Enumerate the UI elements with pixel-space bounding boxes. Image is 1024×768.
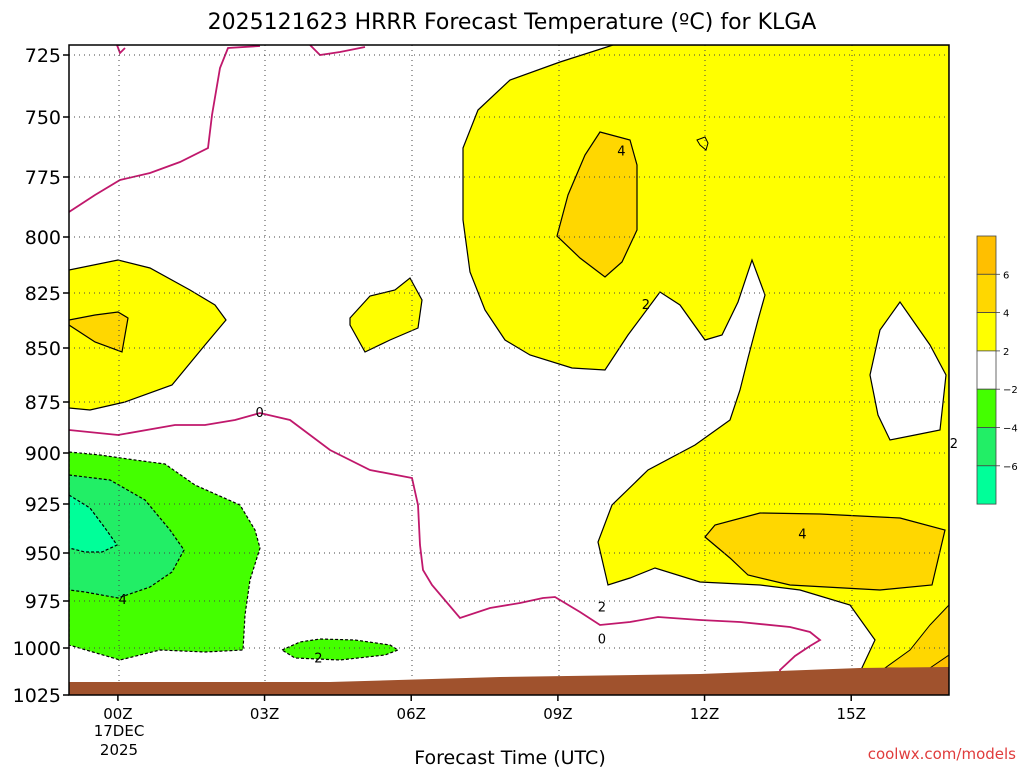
color-legend: 6 4 2 −2 −4 −6 (976, 235, 1018, 505)
credit-text: coolwx.com/models (868, 745, 1016, 763)
x-date-line-2: 2025 (100, 741, 138, 759)
contour-label: 0 (598, 633, 606, 648)
contour-label: 2 (314, 651, 322, 666)
contour-label: 2 (598, 601, 606, 616)
legend-swatch (976, 312, 997, 352)
x-tick-label: 15Z (837, 705, 866, 723)
warm-region-left (69, 259, 227, 411)
contour-label: 4 (798, 527, 806, 542)
y-tick-label: 1025 (13, 685, 61, 707)
y-tick-label: 850 (25, 338, 61, 360)
y-tick-label: 775 (25, 167, 61, 189)
legend-label: −4 (1003, 424, 1018, 435)
x-tick-label: 06Z (397, 705, 426, 723)
legend-label: 2 (1003, 347, 1009, 358)
legend-swatch (976, 465, 997, 505)
legend-swatch (976, 235, 997, 275)
contour-label: 2 (642, 298, 650, 313)
legend-label: −6 (1003, 462, 1018, 473)
cold4-region (69, 474, 185, 599)
legend-swatch (976, 350, 997, 390)
warm4-region-left (69, 311, 129, 353)
y-axis: 725 750 775 800 825 850 875 900 925 950 975 1000 102… (13, 45, 69, 707)
x-date-line-1: 17DEC (94, 722, 145, 740)
warm4-region-lower (704, 512, 946, 591)
x-tick-label: 09Z (543, 705, 572, 723)
y-tick-label: 800 (25, 227, 61, 249)
x-tick-label: 00Z (103, 705, 132, 723)
contour-label: 0 (256, 406, 264, 421)
contour-labels: 4 2 2 0 4 2 0 4 2 (119, 145, 958, 667)
legend-label: 4 (1003, 309, 1009, 320)
y-tick-label: 1000 (13, 638, 61, 660)
y-tick-label: 825 (25, 283, 61, 305)
plot-frame (68, 44, 950, 696)
legend-swatch (976, 273, 997, 313)
legend-label: 6 (1003, 270, 1009, 281)
y-tick-label: 950 (25, 543, 61, 565)
ground-terrain (69, 667, 949, 695)
y-tick-label: 975 (25, 591, 61, 613)
y-tick-label: 725 (25, 45, 61, 67)
contour-label: 2 (950, 437, 958, 452)
zero-isotherm-lines (69, 45, 822, 688)
cool-pocket-right (869, 300, 947, 441)
plot-area (69, 45, 949, 695)
y-tick-label: 875 (25, 392, 61, 414)
x-tick-label: 12Z (690, 705, 719, 723)
y-tick-label: 900 (25, 443, 61, 465)
warm-blob-05z (349, 277, 423, 353)
y-tick-label: 750 (25, 107, 61, 129)
x-axis-title: Forecast Time (UTC) (414, 747, 605, 768)
legend-swatch (976, 388, 997, 428)
x-tick-label: 03Z (250, 705, 279, 723)
x-axis: 00Z 03Z 06Z 09Z 12Z 15Z (103, 695, 866, 723)
contour-label: 4 (119, 593, 127, 608)
warm6-region-corner (883, 604, 949, 669)
legend-swatch (976, 427, 997, 467)
contour-label: 4 (617, 145, 625, 160)
warm4-region-upper (556, 131, 638, 278)
y-tick-label: 925 (25, 494, 61, 516)
legend-label: −2 (1003, 385, 1018, 396)
chart-title: 2025121623 HRRR Forecast Temperature (ºC… (208, 10, 817, 35)
grid (69, 45, 949, 695)
cold6-region (69, 494, 118, 553)
